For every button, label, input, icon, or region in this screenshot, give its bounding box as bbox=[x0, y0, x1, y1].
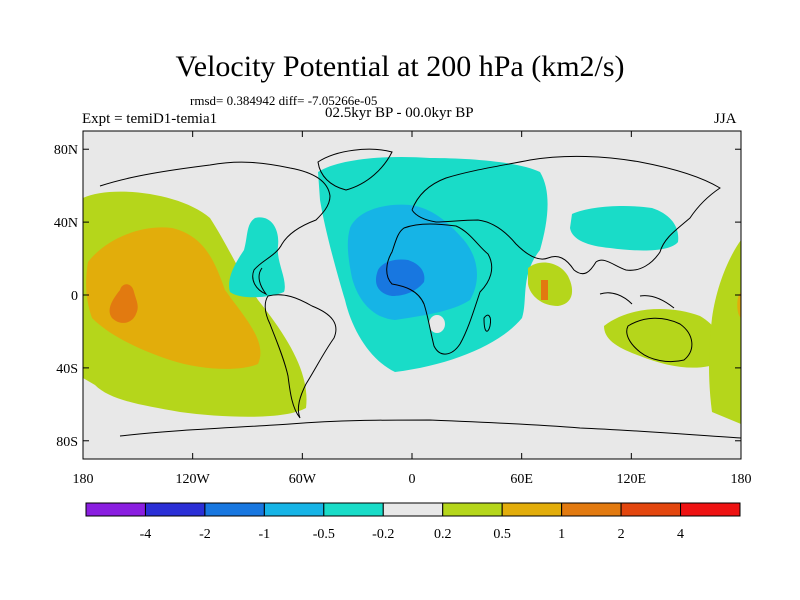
greenland-coast bbox=[317, 148, 393, 191]
colorbar-label: 1 bbox=[558, 527, 565, 542]
colorbar-swatch bbox=[442, 502, 503, 517]
indian-ocean-orange-region bbox=[541, 280, 548, 300]
stats-label: rmsd= 0.384942 diff= -7.05266e-05 bbox=[190, 93, 378, 108]
lon-tick-label: 60E bbox=[510, 472, 533, 487]
period-label: 02.5kyr BP - 00.0kyr BP bbox=[325, 105, 474, 121]
south-america-coast bbox=[264, 294, 337, 419]
season-label: JJA bbox=[714, 111, 737, 127]
latitude-axis: 80N 40N 0 40S 80S bbox=[54, 143, 741, 450]
lon-tick-label: 0 bbox=[409, 472, 416, 487]
lon-tick-label: 180 bbox=[731, 472, 752, 487]
asia-cyan-region bbox=[570, 206, 679, 251]
lon-tick-label: 120W bbox=[176, 472, 211, 487]
colorbar-label: -2 bbox=[199, 527, 211, 542]
colorbar-label: 0.5 bbox=[493, 527, 511, 542]
colorbar-label: -1 bbox=[259, 527, 271, 542]
madagascar-coast bbox=[483, 314, 491, 332]
west-pacific-green-region bbox=[604, 309, 724, 368]
central-america-cyan-region bbox=[229, 217, 285, 298]
africa-coast bbox=[386, 223, 493, 355]
colorbar-swatch bbox=[382, 502, 444, 517]
maritime-continent-coast bbox=[599, 292, 675, 309]
longitude-axis: 180 120W 60W 0 60E 120E 180 bbox=[73, 131, 752, 487]
dateline-green-region bbox=[709, 240, 741, 424]
australia-coast bbox=[626, 317, 693, 363]
north-america-coast bbox=[99, 161, 331, 296]
lon-tick-label: 180 bbox=[73, 472, 94, 487]
europe-asia-coast bbox=[411, 155, 721, 275]
colorbar-swatch bbox=[680, 502, 741, 517]
colorbar-labels: -4 -2 -1 -0.5 -0.2 0.2 0.5 1 2 4 bbox=[140, 527, 684, 542]
lon-tick-label: 120E bbox=[617, 472, 647, 487]
lat-tick-label: 40S bbox=[56, 362, 78, 377]
lat-tick-label: 0 bbox=[71, 289, 78, 304]
colorbar-swatch bbox=[144, 502, 206, 517]
colorbar-label: 2 bbox=[618, 527, 625, 542]
dateline-orange-region bbox=[737, 292, 741, 318]
map-title: Velocity Potential at 200 hPa (km2/s) bbox=[175, 50, 625, 83]
indian-ocean-green-region bbox=[528, 262, 573, 306]
colorbar-swatch bbox=[85, 502, 146, 517]
experiment-label: Expt = temiD1-temia1 bbox=[82, 111, 218, 127]
pacific-darkorange-region bbox=[109, 284, 138, 323]
lat-tick-label: 40N bbox=[54, 216, 78, 231]
africa-blue-region bbox=[375, 259, 425, 296]
colorbar-swatch bbox=[501, 502, 563, 517]
colorbar-swatch bbox=[620, 502, 682, 517]
colorbar-label: -0.5 bbox=[313, 527, 335, 542]
colorbar bbox=[85, 502, 741, 517]
contour-fields bbox=[83, 148, 741, 439]
colorbar-label: -0.2 bbox=[372, 527, 394, 542]
coastlines bbox=[99, 148, 741, 439]
colorbar-swatch bbox=[204, 502, 265, 517]
antarctica-coast bbox=[119, 419, 741, 439]
lat-tick-label: 80S bbox=[56, 435, 78, 450]
colorbar-label: 4 bbox=[677, 527, 684, 542]
lon-tick-label: 60W bbox=[289, 472, 317, 487]
colorbar-swatch bbox=[323, 502, 384, 517]
lat-tick-label: 80N bbox=[54, 143, 78, 158]
colorbar-swatch bbox=[561, 502, 622, 517]
pacific-orange-region bbox=[86, 227, 261, 369]
colorbar-label: 0.2 bbox=[434, 527, 452, 542]
colorbar-label: -4 bbox=[140, 527, 152, 542]
atlantic-neutral-hole bbox=[429, 315, 445, 333]
colorbar-swatch bbox=[263, 502, 325, 517]
